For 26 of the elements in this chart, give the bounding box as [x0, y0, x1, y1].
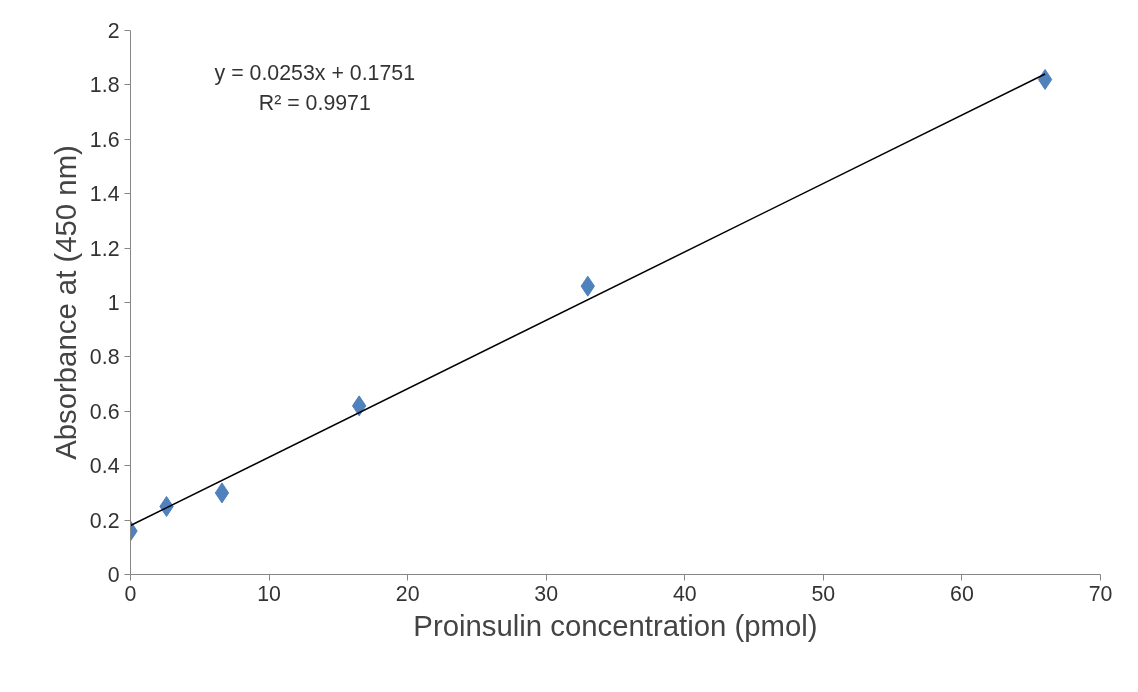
y-tick-label: 1.2 — [89, 236, 120, 261]
point — [214, 482, 230, 504]
x-tick-label: 30 — [534, 581, 559, 606]
y-tick-label: 1 — [107, 291, 120, 315]
y-tick-label: 0.2 — [89, 508, 120, 533]
y-tick-label: 0.4 — [89, 454, 120, 479]
x-tick-label: 70 — [1088, 581, 1113, 606]
x-tick-label: 10 — [257, 581, 282, 606]
annotation: y = 0.0253x + 0.1751 — [214, 60, 416, 85]
x-tick-label: 50 — [811, 581, 836, 606]
x-tick-label: 0 — [124, 581, 137, 606]
x-axis-title: Proinsulin concentration (pmol) — [413, 608, 818, 642]
y-tick-label: 1.8 — [89, 73, 120, 98]
point — [351, 395, 367, 417]
annotation: R² = 0.9971 — [258, 90, 371, 115]
y-tick-label: 1.6 — [89, 127, 120, 152]
x-tick-label: 40 — [672, 581, 697, 606]
y-axis-title: Absorbance at (450 nm) — [48, 145, 82, 460]
y-tick-label: 0 — [107, 563, 120, 587]
y-tick-label: 0.6 — [89, 399, 120, 424]
y-tick-label: 1.4 — [89, 182, 120, 207]
x-tick-label: 60 — [950, 581, 974, 606]
point — [1037, 68, 1053, 90]
y-tick-label: 2 — [107, 19, 120, 43]
y-tick-label: 0.8 — [89, 345, 120, 370]
x-tick-label: 20 — [395, 581, 420, 606]
